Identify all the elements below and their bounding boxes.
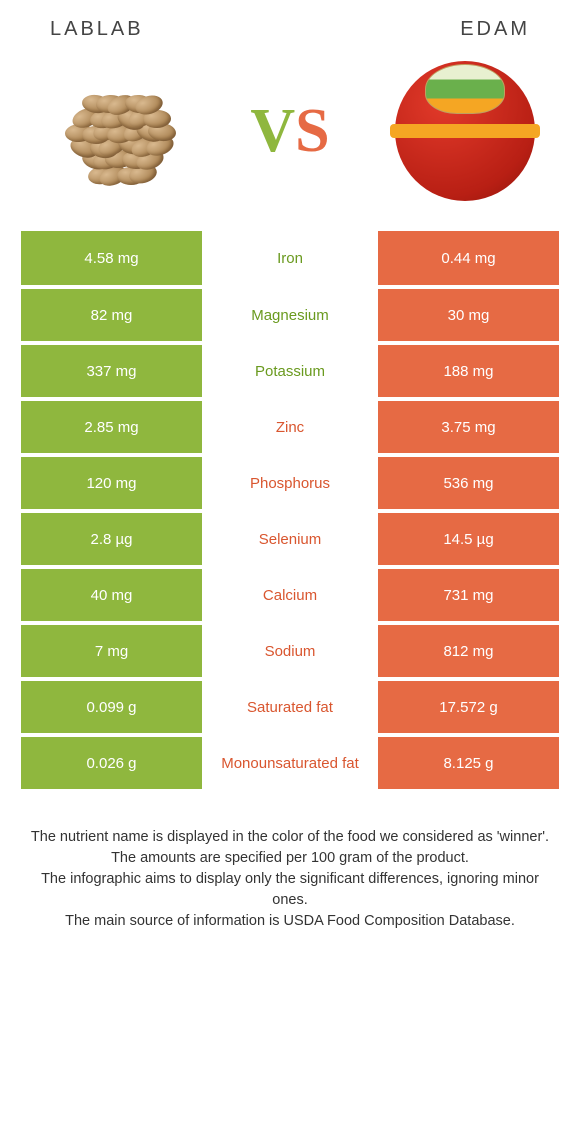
table-row: 0.026 gMonounsaturated fat8.125 g: [21, 735, 559, 791]
table-row: 0.099 gSaturated fat17.572 g: [21, 679, 559, 735]
right-value: 0.44 mg: [378, 231, 559, 287]
title-right: EDAM: [460, 18, 530, 41]
right-value: 731 mg: [378, 567, 559, 623]
table-row: 40 mgCalcium731 mg: [21, 567, 559, 623]
nutrient-label: Monounsaturated fat: [202, 735, 378, 791]
left-value: 40 mg: [21, 567, 202, 623]
right-value: 30 mg: [378, 287, 559, 343]
table-row: 120 mgPhosphorus536 mg: [21, 455, 559, 511]
footer-line: The amounts are specified per 100 gram o…: [30, 848, 550, 869]
left-value: 82 mg: [21, 287, 202, 343]
nutrient-label: Calcium: [202, 567, 378, 623]
right-value: 17.572 g: [378, 679, 559, 735]
right-value: 536 mg: [378, 455, 559, 511]
right-value: 8.125 g: [378, 735, 559, 791]
footer-line: The main source of information is USDA F…: [30, 911, 550, 932]
vs-label: VS: [250, 96, 329, 167]
left-value: 337 mg: [21, 343, 202, 399]
table-row: 82 mgMagnesium30 mg: [21, 287, 559, 343]
footer-notes: The nutrient name is displayed in the co…: [30, 827, 550, 932]
table-row: 4.58 mgIron0.44 mg: [21, 231, 559, 287]
footer-line: The infographic aims to display only the…: [30, 869, 550, 911]
left-value: 2.85 mg: [21, 399, 202, 455]
right-value: 188 mg: [378, 343, 559, 399]
footer-line: The nutrient name is displayed in the co…: [30, 827, 550, 848]
left-value: 0.099 g: [21, 679, 202, 735]
nutrient-label: Selenium: [202, 511, 378, 567]
vs-row: VS: [0, 51, 580, 231]
nutrient-label: Sodium: [202, 623, 378, 679]
left-value: 4.58 mg: [21, 231, 202, 287]
vs-s: S: [295, 97, 329, 165]
nutrient-table: 4.58 mgIron0.44 mg82 mgMagnesium30 mg337…: [21, 231, 559, 793]
right-value: 3.75 mg: [378, 399, 559, 455]
left-value: 2.8 µg: [21, 511, 202, 567]
vs-v: V: [250, 97, 295, 165]
nutrient-label: Phosphorus: [202, 455, 378, 511]
left-value: 120 mg: [21, 455, 202, 511]
nutrient-label: Magnesium: [202, 287, 378, 343]
table-row: 2.8 µgSelenium14.5 µg: [21, 511, 559, 567]
header: LABLAB EDAM: [0, 0, 580, 51]
nutrient-label: Iron: [202, 231, 378, 287]
table-row: 337 mgPotassium188 mg: [21, 343, 559, 399]
left-value: 7 mg: [21, 623, 202, 679]
infographic-container: LABLAB EDAM VS 4.58 mgIron0.44 mg82 mgMa…: [0, 0, 580, 932]
right-value: 812 mg: [378, 623, 559, 679]
left-value: 0.026 g: [21, 735, 202, 791]
right-value: 14.5 µg: [378, 511, 559, 567]
nutrient-label: Potassium: [202, 343, 378, 399]
table-row: 7 mgSodium812 mg: [21, 623, 559, 679]
lablab-image: [30, 61, 200, 201]
nutrient-label: Saturated fat: [202, 679, 378, 735]
title-left: LABLAB: [50, 18, 144, 41]
nutrient-label: Zinc: [202, 399, 378, 455]
edam-image: [380, 61, 550, 201]
table-row: 2.85 mgZinc3.75 mg: [21, 399, 559, 455]
